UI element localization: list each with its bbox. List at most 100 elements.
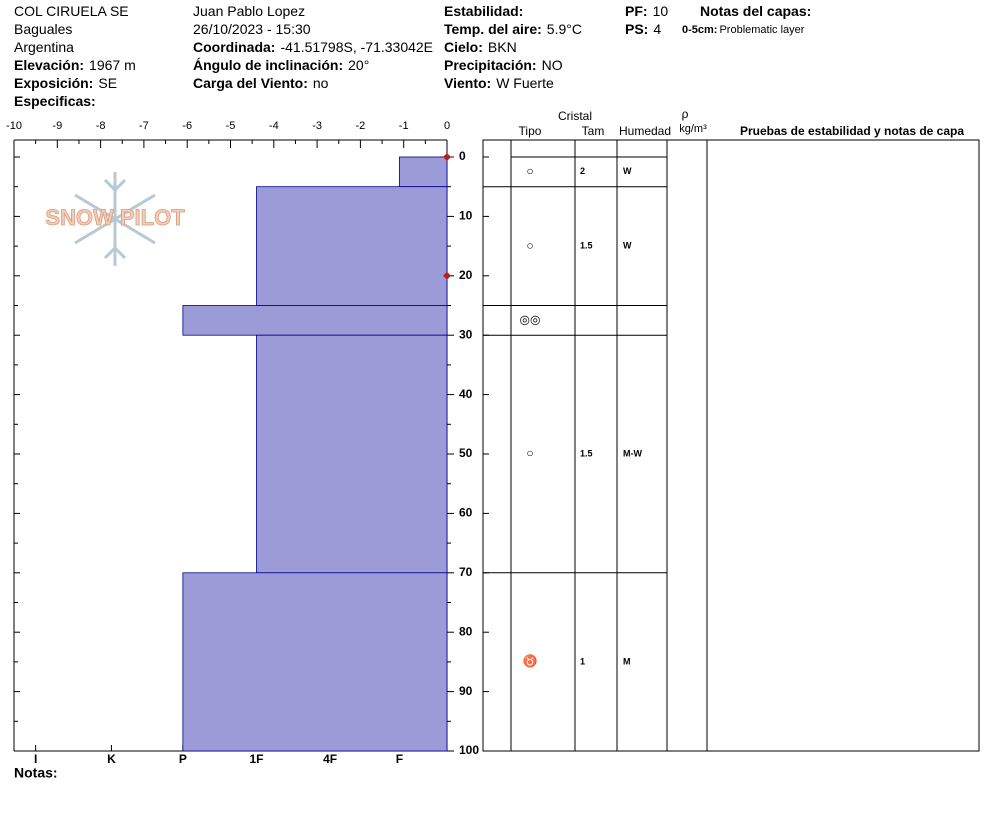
hardness-bar: [256, 186, 448, 306]
field-value: 20°: [348, 57, 369, 73]
test-marker: [443, 153, 451, 161]
y-tick-label: 100: [459, 743, 479, 757]
header-field: Temp. del aire: 5.9°C: [444, 21, 582, 37]
header-field: PF: 10: [625, 3, 668, 19]
header-field: Exposición: SE: [14, 75, 117, 91]
col-header: Humedad: [619, 124, 671, 138]
header-field: Juan Pablo Lopez: [193, 3, 305, 19]
grain-size: 1.5: [580, 448, 593, 458]
field-label: PS:: [625, 21, 648, 37]
field-label: 26/10/2023 - 15:30: [193, 21, 311, 37]
x-tick-label: -2: [356, 120, 366, 132]
note-label: 0-5cm:: [682, 24, 717, 36]
hardness-bar: [182, 572, 448, 752]
field-label: PF:: [625, 3, 648, 19]
grain-type: ♉: [523, 654, 538, 668]
field-label: Baguales: [14, 21, 72, 37]
hardness-bar: [398, 156, 448, 188]
y-tick-label: 80: [459, 624, 473, 638]
moisture: M: [623, 656, 631, 666]
y-tick-label: 60: [459, 506, 473, 520]
grain-type: ○: [526, 238, 533, 252]
x-tick-label: -10: [6, 120, 22, 132]
field-value: 1967 m: [89, 57, 136, 73]
hardness-label: 4F: [323, 752, 337, 766]
hardness-label: 1F: [249, 752, 263, 766]
x-tick-label: -1: [399, 120, 409, 132]
grain-type: ◎◎: [520, 313, 541, 327]
logo: [74, 172, 156, 266]
header-field: PS: 4: [625, 21, 661, 37]
field-label: Ángulo de inclinación:: [193, 57, 343, 73]
header-field: Precipitación: NO: [444, 57, 563, 73]
field-value: 4: [653, 21, 661, 37]
logo-text: SNOW PILOT: [45, 205, 185, 230]
field-value: no: [313, 75, 329, 91]
hardness-bar: [182, 305, 448, 336]
hardness-label: K: [107, 752, 116, 766]
header-field: Ángulo de inclinación: 20°: [193, 57, 369, 73]
note-value: Problematic layer: [719, 24, 804, 36]
y-tick-label: 70: [459, 565, 473, 579]
grain-size: 1.5: [580, 240, 593, 250]
x-tick-label: -7: [139, 120, 149, 132]
density-header: ρ: [682, 107, 689, 121]
header-field: Carga del Viento: no: [193, 75, 329, 91]
header-field: 26/10/2023 - 15:30: [193, 21, 311, 37]
field-label: Temp. del aire:: [444, 21, 542, 37]
field-label: Cielo:: [444, 39, 483, 55]
x-tick-label: -3: [312, 120, 322, 132]
y-tick-label: 0: [459, 149, 466, 163]
header-field: COL CIRUELA SE: [14, 3, 129, 19]
header-field: Argentina: [14, 39, 74, 55]
header-field: Baguales: [14, 21, 72, 37]
header-field: Cielo: BKN: [444, 39, 517, 55]
col-header: Tipo: [519, 124, 542, 138]
moisture: M-W: [623, 448, 642, 458]
hardness-label: F: [396, 752, 403, 766]
moisture: W: [623, 166, 632, 176]
table-frame: [482, 139, 980, 752]
field-value: SE: [98, 75, 117, 91]
hardness-bar: [256, 334, 448, 574]
field-label: Precipitación:: [444, 57, 537, 73]
header-field: Viento: W Fuerte: [444, 75, 554, 91]
table-group: Cristal: [558, 109, 592, 123]
field-value: NO: [542, 57, 563, 73]
field-label: Argentina: [14, 39, 74, 55]
field-label: Elevación:: [14, 57, 84, 73]
field-label: Viento:: [444, 75, 491, 91]
hardness-label: I: [34, 752, 37, 766]
grain-size: 2: [580, 166, 585, 176]
header-field: Coordinada: -41.51798S, -71.33042E: [193, 39, 433, 55]
table-columns: [510, 140, 708, 751]
col-header: Tam: [582, 124, 605, 138]
header-field: Estabilidad:: [444, 3, 523, 19]
field-value: W Fuerte: [496, 75, 554, 91]
header-field: Notas del capas:: [700, 3, 811, 19]
field-value: BKN: [488, 39, 517, 55]
y-tick-label: 50: [459, 446, 473, 460]
field-label: COL CIRUELA SE: [14, 3, 129, 19]
field-label: Estabilidad:: [444, 3, 523, 19]
y-tick-label: 30: [459, 327, 473, 341]
y-tick-label: 40: [459, 387, 473, 401]
x-tick-label: -8: [96, 120, 106, 132]
hardness-label: P: [179, 752, 187, 766]
grain-type: ○: [526, 446, 533, 460]
field-value: 10: [653, 3, 669, 19]
y-tick-label: 90: [459, 684, 473, 698]
footer-notes: Notas:: [14, 765, 58, 781]
notes-header: Pruebas de estabilidad y notas de capa: [740, 124, 964, 138]
field-label: Carga del Viento:: [193, 75, 308, 91]
test-marker: [443, 271, 451, 280]
field-label: Juan Pablo Lopez: [193, 3, 305, 19]
x-tick-label: -9: [52, 120, 62, 132]
header-field: Especificas:: [14, 93, 96, 109]
y-tick-label: 10: [459, 209, 473, 223]
field-label: Especificas:: [14, 93, 96, 109]
y-tick-label: 20: [459, 268, 473, 282]
field-value: 5.9°C: [547, 21, 582, 37]
grain-size: 1: [580, 656, 585, 666]
